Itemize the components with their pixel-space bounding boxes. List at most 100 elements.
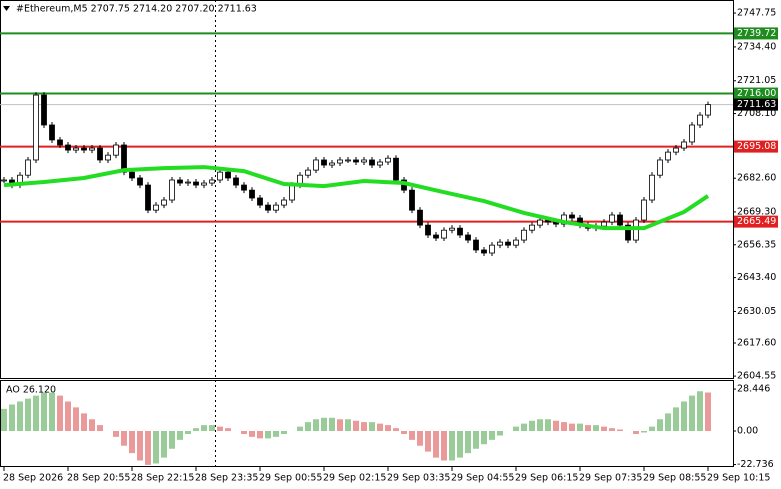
y-tick-label: 2734.40: [737, 41, 776, 52]
candle: [41, 94, 47, 126]
candle: [353, 159, 359, 163]
candle: [305, 169, 311, 176]
chart-title: #Ethereum,M5 2707.75 2714.20 2707.20 271…: [16, 4, 257, 15]
candle: [497, 241, 503, 246]
candle: [537, 219, 543, 226]
candle: [321, 159, 327, 166]
price-pane: [0, 0, 734, 379]
level-label-box: [734, 140, 778, 153]
candle: [673, 147, 679, 153]
level-label: 2665.49: [737, 216, 776, 227]
candle: [449, 227, 455, 231]
x-tick-label: 29 Sep 10:15: [707, 473, 770, 484]
y-tick-label: 2617.60: [737, 338, 776, 349]
candle: [89, 147, 95, 151]
candle: [641, 199, 647, 221]
ao-y-tick-label: -22.736: [737, 459, 774, 470]
level-label: 2695.08: [737, 141, 776, 152]
level-label: 2711.63: [737, 99, 776, 110]
x-tick-label: 28 Sep 20:55: [67, 473, 130, 484]
candle: [1, 179, 7, 182]
candle: [217, 171, 223, 181]
candle: [329, 162, 335, 166]
candle: [145, 184, 151, 211]
level-label-box: [734, 27, 778, 40]
candle: [665, 151, 671, 161]
level-label-box: [734, 98, 778, 111]
candle: [241, 184, 247, 191]
candle: [361, 159, 367, 163]
candle: [225, 171, 231, 179]
y-tick-label: 2630.05: [737, 306, 776, 317]
candle: [457, 227, 463, 236]
candle: [609, 214, 615, 223]
candle: [105, 154, 111, 161]
candle: [129, 171, 135, 179]
candle: [33, 94, 39, 161]
candle: [657, 159, 663, 176]
candle: [185, 181, 191, 184]
candle: [433, 234, 439, 239]
ao-y-tick-label: 0.00: [737, 426, 758, 437]
candle: [153, 204, 159, 211]
candle: [417, 209, 423, 226]
candle: [65, 144, 71, 151]
moving-average: [3, 165, 710, 231]
candle: [625, 224, 631, 241]
x-tick-label: 28 Sep 2026: [3, 473, 63, 484]
candle: [281, 199, 287, 206]
x-tick-label: 29 Sep 03:35: [387, 473, 450, 484]
candle: [521, 229, 527, 241]
candle: [265, 204, 271, 211]
candle: [481, 249, 487, 254]
candle: [25, 159, 31, 176]
x-tick-label: 29 Sep 02:15: [323, 473, 386, 484]
candle: [705, 104, 711, 116]
x-tick-label: 29 Sep 06:15: [515, 473, 578, 484]
candle: [345, 159, 351, 162]
candle: [697, 114, 703, 126]
candle: [137, 177, 143, 186]
candle: [369, 159, 375, 166]
candle: [489, 244, 495, 254]
candle: [409, 189, 415, 211]
candle: [337, 159, 343, 164]
candle: [161, 199, 167, 206]
y-tick-label: 2656.35: [737, 239, 776, 250]
candle: [529, 224, 535, 231]
x-tick-label: 28 Sep 23:35: [195, 473, 258, 484]
candle: [601, 221, 607, 227]
candle: [465, 234, 471, 241]
candle: [513, 239, 519, 246]
candle: [617, 214, 623, 226]
y-tick-label: 2669.30: [737, 206, 776, 217]
candle: [377, 161, 383, 166]
y-tick-label: 2643.40: [737, 272, 776, 283]
y-tick-label: 2747.75: [737, 8, 776, 19]
candle: [273, 204, 279, 211]
x-tick-label: 28 Sep 22:15: [131, 473, 194, 484]
candle: [81, 147, 87, 151]
candle: [505, 241, 511, 246]
candle: [441, 229, 447, 239]
candle: [233, 177, 239, 186]
level-label-box: [734, 215, 778, 228]
symbol-arrow: [3, 6, 10, 11]
candle: [57, 139, 63, 146]
candle: [681, 141, 687, 149]
x-tick-label: 29 Sep 04:55: [451, 473, 514, 484]
candle: [313, 159, 319, 171]
x-tick-label: 29 Sep 08:55: [643, 473, 706, 484]
candle: [257, 197, 263, 206]
candle: [689, 124, 695, 143]
candle: [249, 189, 255, 199]
y-tick-label: 2682.60: [737, 173, 776, 184]
candle: [97, 147, 103, 161]
pane-content: [0, 32, 733, 465]
ao-y-tick-label: 28.446: [737, 384, 770, 395]
y-tick-label: 2721.05: [737, 75, 776, 86]
candle: [425, 224, 431, 236]
ao-pane: [0, 380, 734, 467]
candle: [169, 179, 175, 201]
